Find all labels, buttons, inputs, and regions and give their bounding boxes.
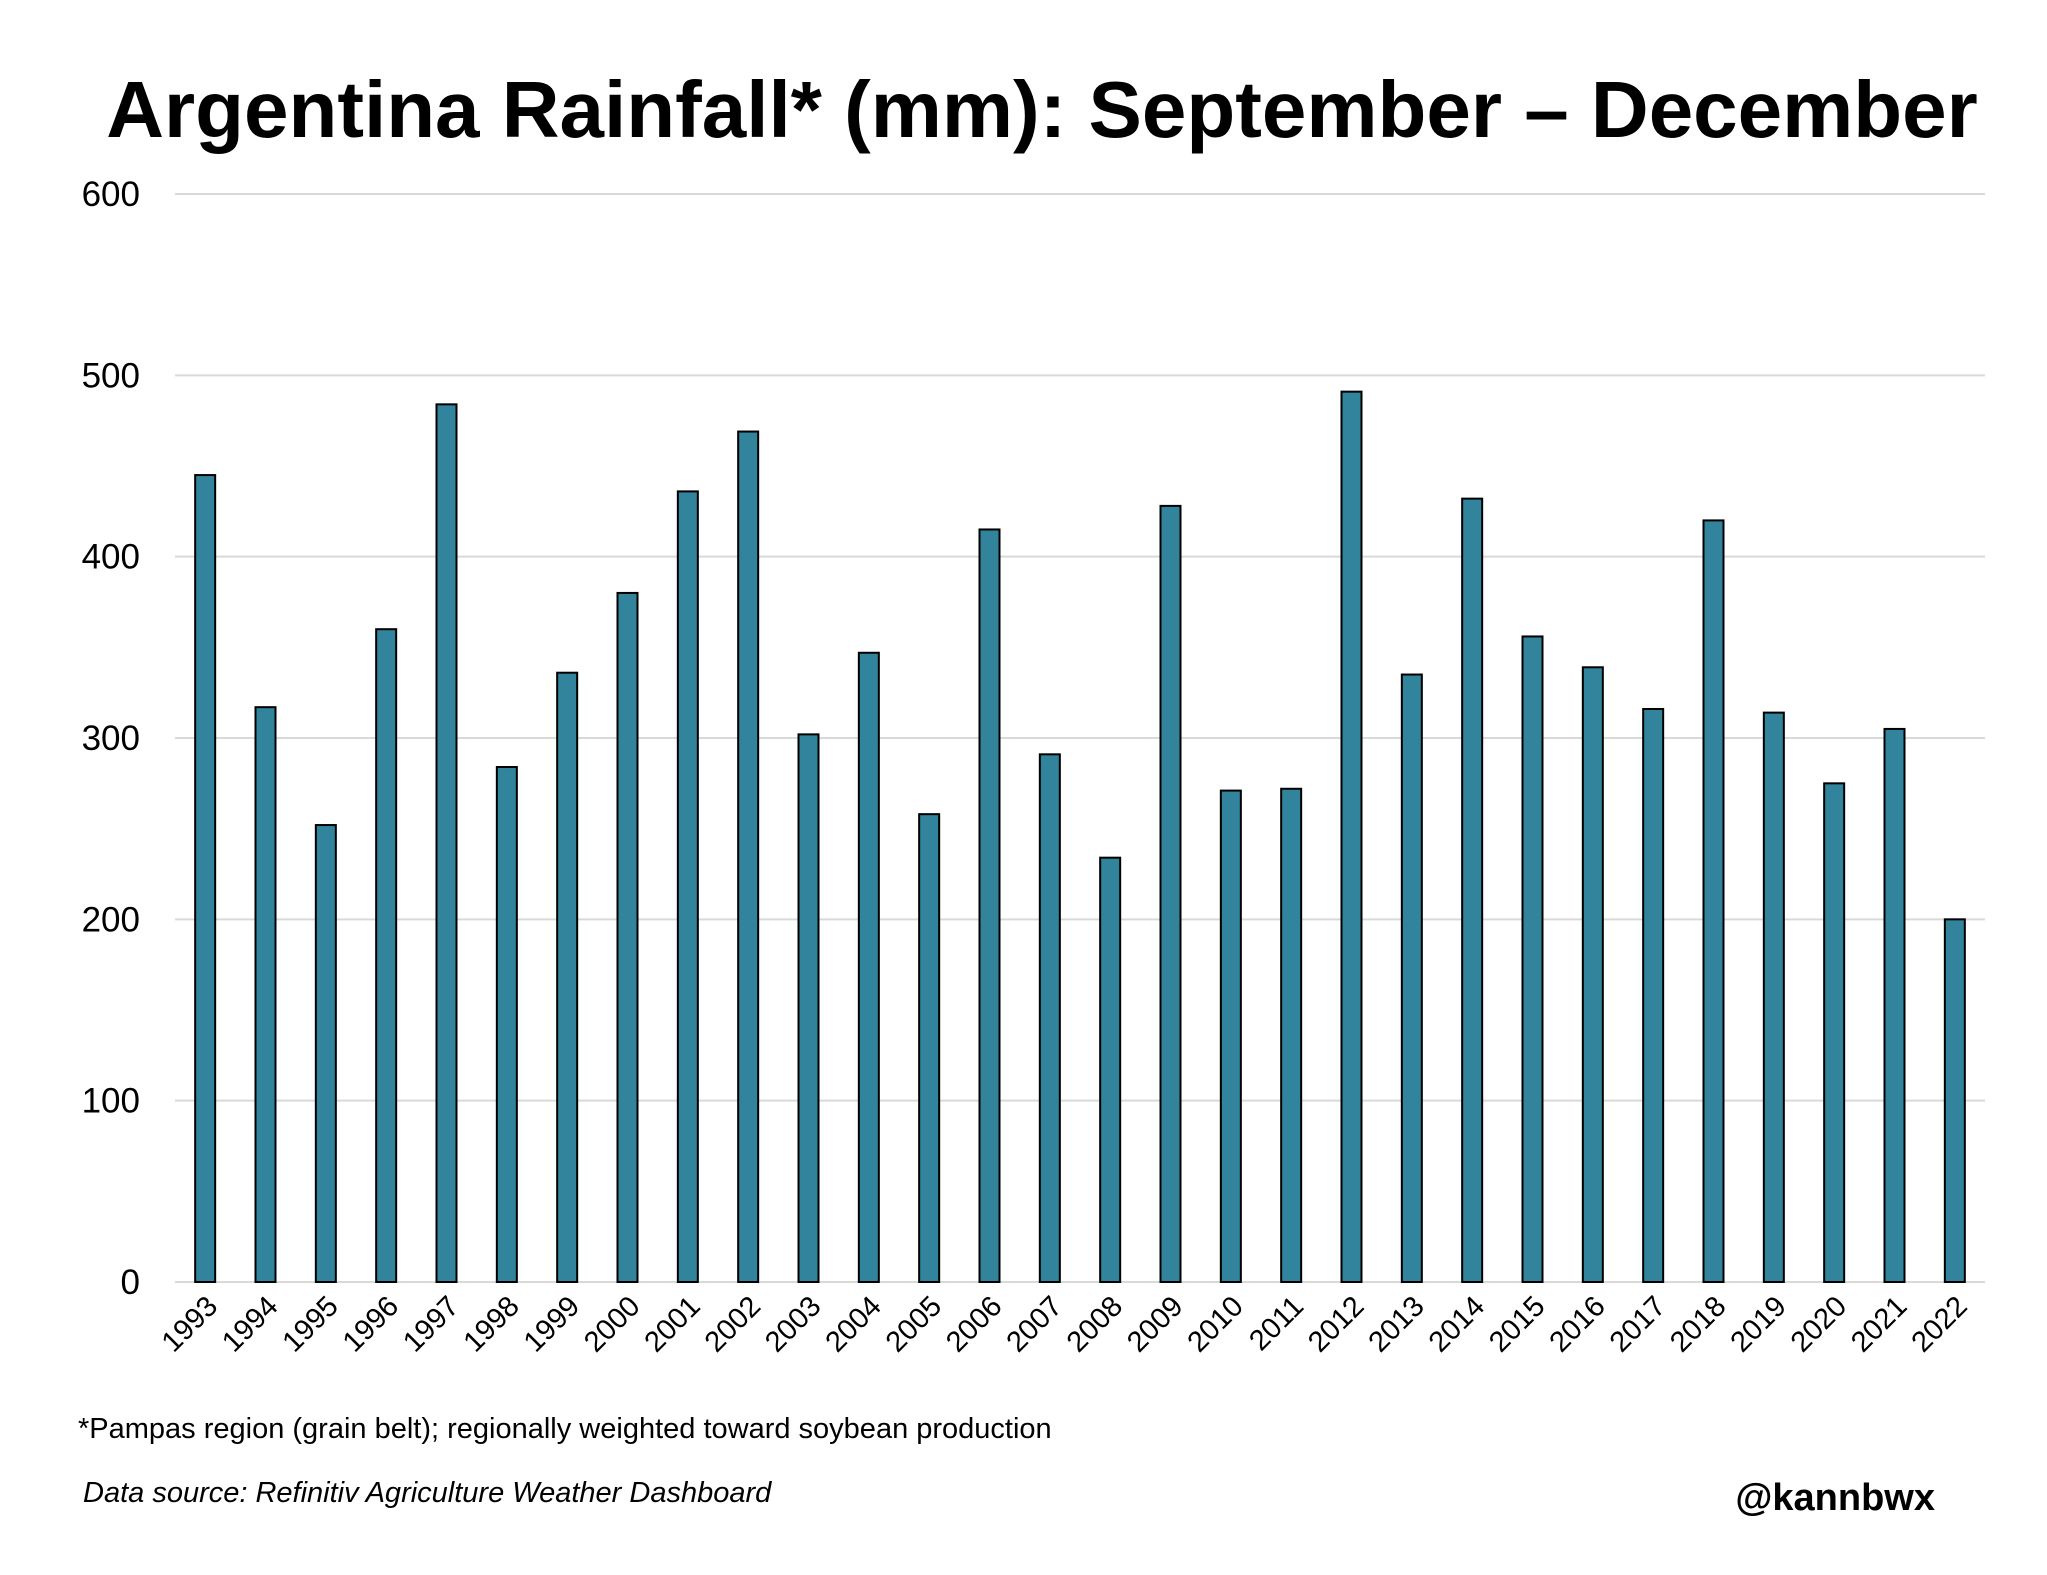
- x-tick-label: 1997: [397, 1290, 465, 1358]
- bar-2022: [1943, 918, 1966, 1283]
- x-tick-label: 2019: [1725, 1290, 1793, 1358]
- bar-2013: [1400, 673, 1423, 1283]
- bar-2012: [1340, 390, 1363, 1283]
- x-tick-label: 2000: [578, 1290, 646, 1358]
- x-tick-label: 1998: [458, 1290, 526, 1358]
- y-tick-label: 300: [82, 719, 140, 758]
- x-tick-label: 2004: [820, 1290, 888, 1358]
- x-tick-label: 2013: [1363, 1290, 1431, 1358]
- x-tick-label: 2016: [1544, 1290, 1612, 1358]
- x-tick-label: 2014: [1423, 1290, 1491, 1358]
- gridlines: [175, 193, 1985, 1283]
- x-tick-label: 1999: [518, 1290, 586, 1358]
- x-tick-label: 2022: [1906, 1290, 1974, 1358]
- bar-2003: [797, 733, 820, 1283]
- bar-2021: [1883, 727, 1906, 1283]
- bar-1999: [556, 671, 579, 1283]
- x-tick-label: 2010: [1182, 1290, 1250, 1358]
- bar-1998: [495, 766, 518, 1283]
- x-tick-label: 1995: [277, 1290, 345, 1358]
- x-tick-label: 2012: [1302, 1290, 1370, 1358]
- bar-2017: [1642, 707, 1665, 1283]
- bar-2020: [1823, 782, 1846, 1283]
- bar-1996: [375, 628, 398, 1283]
- x-tick-label: 1993: [156, 1290, 224, 1358]
- x-tick-label: 2005: [880, 1290, 948, 1358]
- data-source: Data source: Refinitiv Agriculture Weath…: [83, 1477, 772, 1509]
- bar-2006: [978, 528, 1001, 1283]
- bar-2007: [1038, 753, 1061, 1283]
- bar-2002: [737, 430, 760, 1283]
- y-axis-tick-labels: 0 100 200 300 400 500 600: [82, 175, 140, 1302]
- y-tick-label: 100: [82, 1082, 140, 1121]
- x-tick-label: 2011: [1243, 1290, 1310, 1357]
- x-tick-label: 2003: [759, 1290, 827, 1358]
- y-tick-label: 0: [121, 1263, 140, 1302]
- bar-2000: [616, 591, 639, 1283]
- bar-2016: [1581, 666, 1604, 1283]
- x-tick-label: 2008: [1061, 1290, 1129, 1358]
- bar-2004: [857, 651, 880, 1283]
- bar-2014: [1461, 497, 1484, 1283]
- chart-title: Argentina Rainfall* (mm): September – De…: [106, 65, 1978, 154]
- bar-2010: [1219, 789, 1242, 1283]
- y-tick-label: 500: [82, 356, 140, 395]
- x-tick-label: 2020: [1785, 1290, 1853, 1358]
- bar-2015: [1521, 635, 1544, 1283]
- x-tick-label: 2021: [1845, 1290, 1913, 1358]
- x-axis-tick-labels: 1993199419951996199719981999200020012002…: [156, 1290, 1974, 1358]
- x-tick-label: 2006: [940, 1290, 1008, 1358]
- y-tick-label: 600: [82, 175, 140, 214]
- bars: [194, 390, 1966, 1284]
- bar-1995: [314, 824, 337, 1283]
- x-tick-label: 2001: [639, 1290, 707, 1358]
- x-tick-label: 1996: [337, 1290, 405, 1358]
- bar-1994: [254, 706, 277, 1283]
- x-tick-label: 2007: [1001, 1290, 1069, 1358]
- footnote: *Pampas region (grain belt); regionally …: [78, 1413, 1052, 1445]
- bar-2005: [918, 813, 941, 1283]
- bar-1997: [435, 403, 458, 1283]
- x-tick-label: 2018: [1664, 1290, 1732, 1358]
- x-tick-label: 1994: [216, 1290, 284, 1358]
- x-tick-label: 2015: [1483, 1290, 1551, 1358]
- bar-2001: [676, 490, 699, 1283]
- bar-1993: [194, 474, 217, 1284]
- y-tick-label: 200: [82, 900, 140, 939]
- x-tick-label: 2009: [1121, 1290, 1189, 1358]
- bar-2019: [1762, 711, 1785, 1283]
- bar-2018: [1702, 519, 1725, 1283]
- bar-2009: [1159, 504, 1182, 1284]
- x-tick-label: 2017: [1604, 1290, 1672, 1358]
- bar-2008: [1099, 856, 1122, 1283]
- y-tick-label: 400: [82, 538, 140, 577]
- bar-2011: [1280, 787, 1303, 1283]
- x-tick-label: 2002: [699, 1290, 767, 1358]
- author-handle: @kannbwx: [1735, 1477, 1935, 1519]
